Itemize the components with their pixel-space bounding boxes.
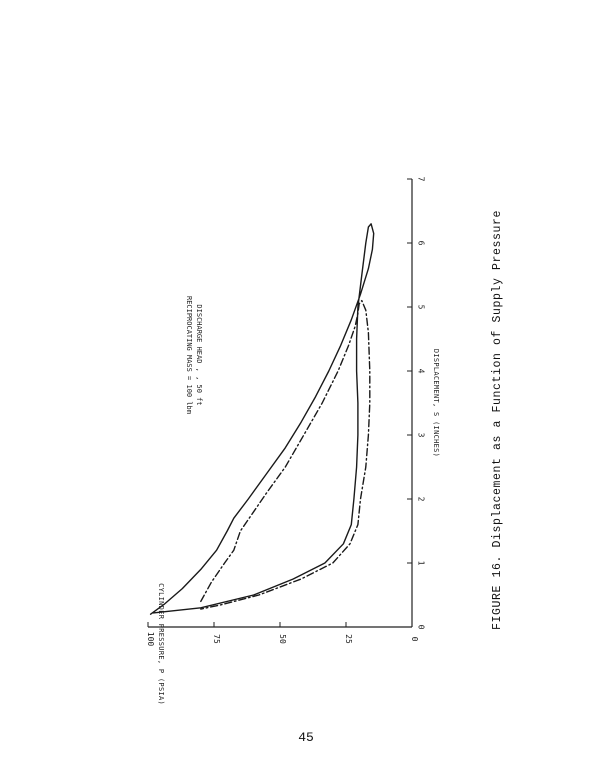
displacement-tick-label: 2 xyxy=(417,497,426,502)
pressure-tick-label: 0 xyxy=(410,637,419,642)
solid-series-curve xyxy=(149,223,375,615)
chart-annotation: RECIPROCATING MASS = 100 lbm xyxy=(185,296,193,414)
chart-labels: DISPLACEMENT, S (INCHES) CYLINDER PRESSUR… xyxy=(157,210,504,705)
displacement-tick-label: 4 xyxy=(417,369,426,374)
displacement-tick-label: 1 xyxy=(417,561,426,566)
chart-ticks: 0 25 50 75 100 0 1 2 3 4 5 6 7 xyxy=(146,177,426,647)
pressure-tick-label: 75 xyxy=(212,634,221,644)
displacement-axis-title: DISPLACEMENT, S (INCHES) xyxy=(432,349,440,457)
chart-annotation: DISCHARGE HEAD , , 50 ft xyxy=(195,304,203,405)
displacement-tick-label: 7 xyxy=(417,177,426,182)
pressure-tick-label: 100 xyxy=(146,632,155,647)
pressure-tick-label: 25 xyxy=(344,634,353,644)
displacement-tick-label: 6 xyxy=(417,241,426,246)
pressure-axis-title: CYLINDER PRESSURE, P (PSIA) xyxy=(157,583,165,705)
pressure-tick-label: 50 xyxy=(278,634,287,644)
page-number: 45 xyxy=(298,730,314,745)
dash-dot-series-curve xyxy=(200,299,371,610)
displacement-tick-label: 5 xyxy=(417,305,426,310)
figure-caption: FIGURE 16. Displacement as a Function of… xyxy=(491,210,504,630)
chart-curves xyxy=(149,223,375,615)
displacement-tick-label: 0 xyxy=(417,625,426,630)
displacement-tick-label: 3 xyxy=(417,433,426,438)
